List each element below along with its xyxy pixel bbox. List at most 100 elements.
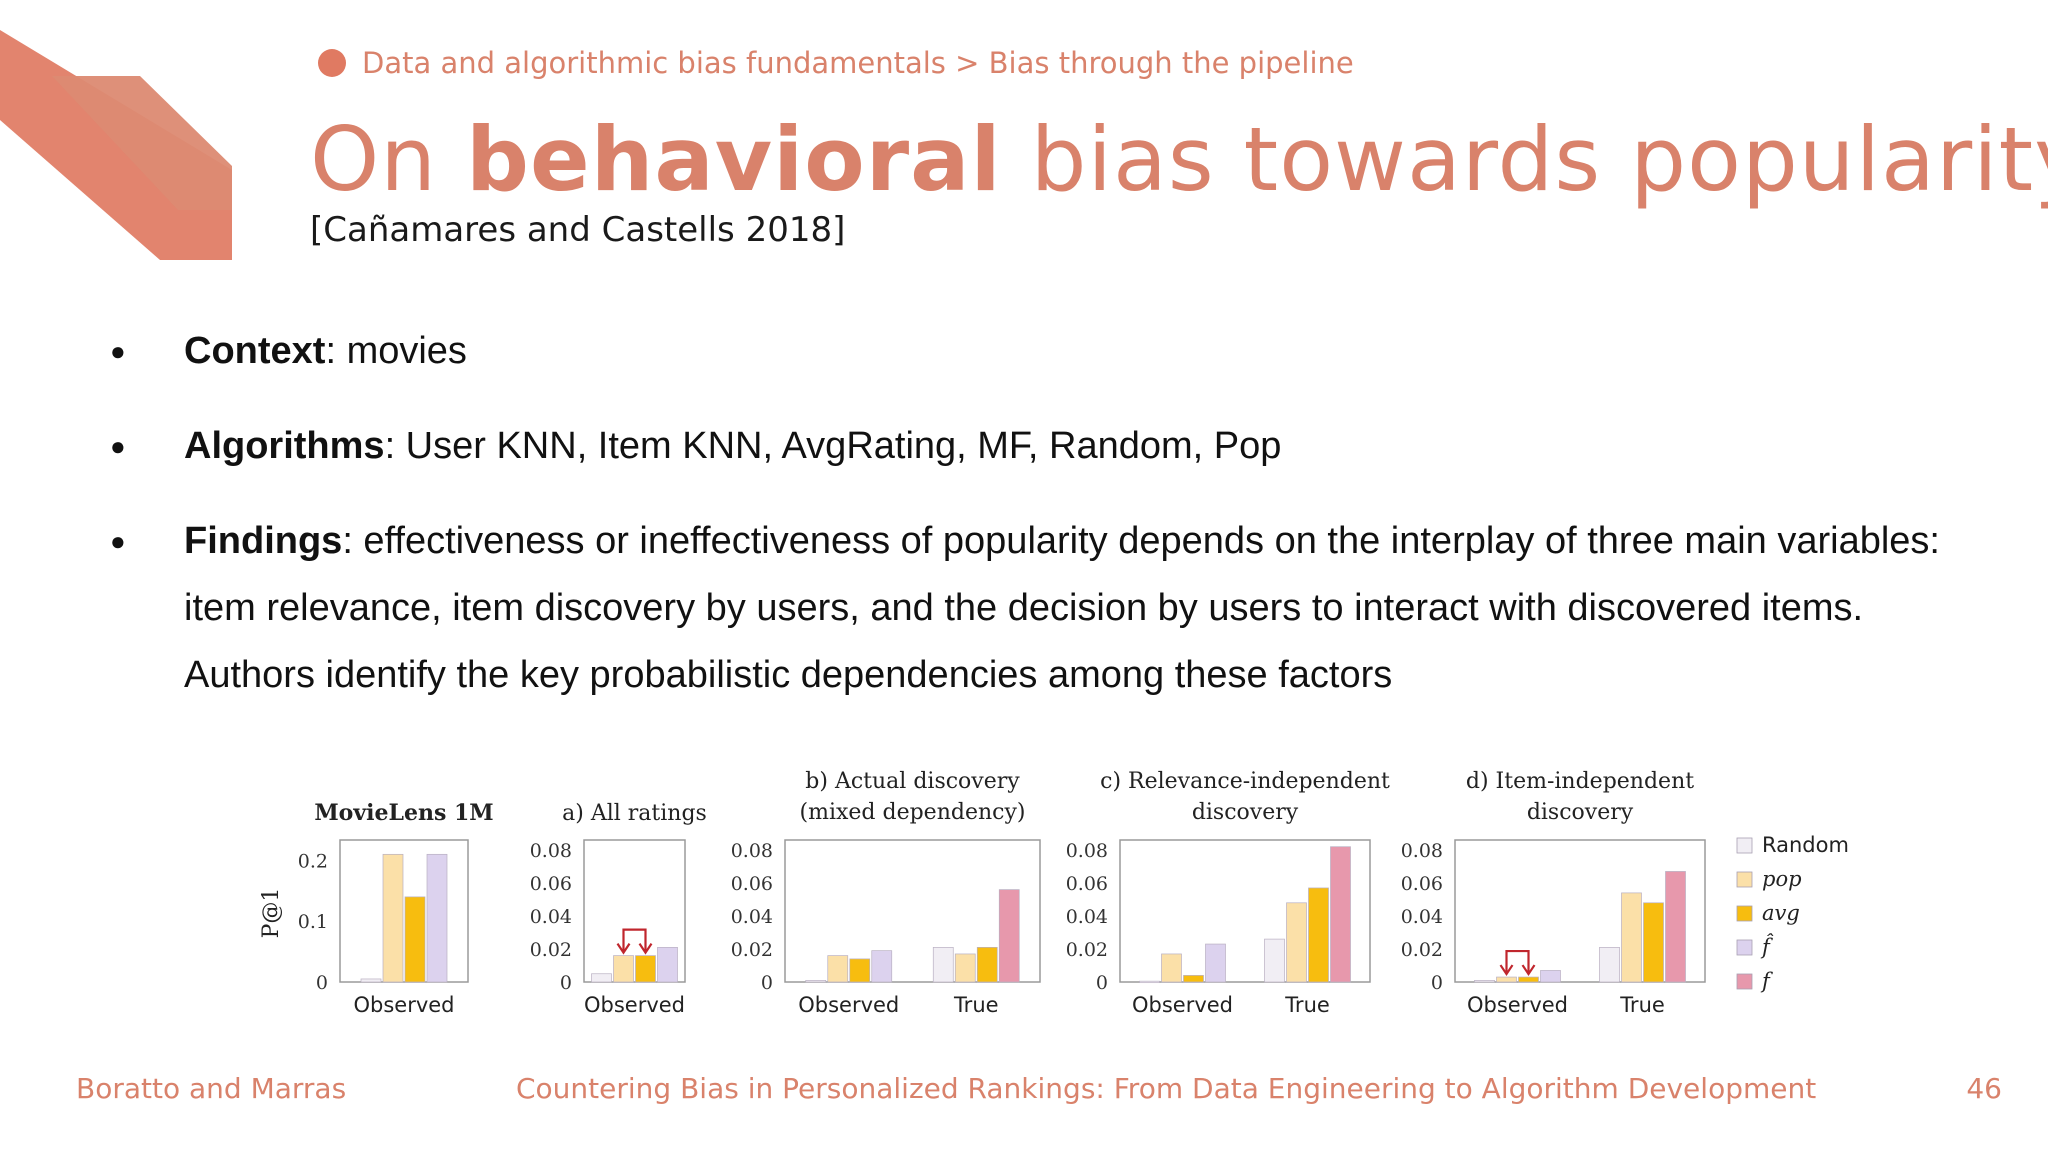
title-bold: behavioral: [466, 108, 1002, 211]
bar-random: [1139, 980, 1160, 984]
arrow-head: [638, 942, 653, 955]
bullet-findings: Findings: effectiveness or ineffectivene…: [110, 508, 1990, 709]
bar-pop: [613, 955, 634, 983]
bar-f-hat: [1540, 970, 1561, 983]
footer-authors: Boratto and Marras: [76, 1072, 347, 1105]
chart-title-line: b) Actual discovery: [805, 769, 1020, 794]
legend-label: f: [1760, 969, 1773, 993]
legend-label: avg: [1762, 901, 1800, 925]
bar-f: [1330, 846, 1351, 983]
bar-avg: [1643, 902, 1664, 983]
arrow-connector: [622, 928, 647, 952]
bar-avg: [635, 955, 656, 983]
bar-avg: [1518, 976, 1539, 983]
legend-label: f̂: [1760, 934, 1774, 959]
y-tick-label: 0.02: [530, 939, 572, 961]
legend-label: Random: [1762, 833, 1849, 857]
bar-pop: [827, 955, 849, 983]
bar-random: [1599, 947, 1620, 983]
y-tick-label: 0: [1431, 972, 1443, 994]
legend-swatch: [1736, 939, 1753, 956]
bar-avg: [1183, 975, 1204, 983]
y-tick-label: 0.1: [298, 911, 328, 933]
bar-pop: [954, 953, 976, 983]
y-tick-label: 0.08: [530, 840, 572, 862]
bullet-text: : User KNN, Item KNN, AvgRating, MF, Ran…: [384, 425, 1282, 467]
breadcrumb-text: Data and algorithmic bias fundamentals >…: [362, 46, 1354, 80]
bar-random: [591, 973, 612, 983]
corner-decoration: [0, 30, 232, 260]
legend-swatch: [1736, 905, 1753, 922]
legend-swatch: [1736, 871, 1753, 888]
y-axis-label: P@1: [259, 888, 284, 939]
bullet-term: Context: [184, 330, 326, 372]
y-tick-label: 0.02: [1066, 939, 1108, 961]
bullet-text: : movies: [325, 330, 467, 372]
bar-f: [998, 889, 1020, 983]
y-tick-label: 0.08: [1401, 840, 1443, 862]
bar-pop: [382, 853, 404, 983]
title-suffix: bias towards popularity: [1001, 108, 2048, 211]
y-tick-label: 0.08: [731, 840, 773, 862]
chart-title-line: discovery: [1192, 800, 1299, 825]
plot-frame: [784, 839, 1041, 983]
citation: [Cañamares and Castells 2018]: [310, 210, 846, 250]
y-tick-label: 0: [560, 972, 572, 994]
bar-avg: [404, 896, 426, 983]
legend-swatch: [1736, 973, 1753, 990]
y-tick-label: 0.2: [298, 850, 328, 872]
x-tick-label: Observed: [1467, 993, 1568, 1017]
x-tick-label: True: [953, 993, 999, 1017]
y-tick-label: 0.02: [1401, 939, 1443, 961]
x-tick-label: True: [1619, 993, 1665, 1017]
bar-f-hat: [657, 947, 678, 983]
arrow-head: [1499, 964, 1514, 977]
y-tick-label: 0.08: [1066, 840, 1108, 862]
breadcrumb: Data and algorithmic bias fundamentals >…: [318, 46, 1354, 80]
title-prefix: On: [310, 108, 467, 211]
y-tick-label: 0.06: [731, 873, 773, 895]
corner-stripe-right: [52, 76, 232, 255]
y-tick-label: 0.04: [1401, 906, 1443, 928]
arrow-head: [616, 942, 631, 955]
bullet-term: Algorithms: [184, 425, 385, 467]
bar-random: [805, 980, 827, 983]
results-figure: 0 0.1 0.2 MovieLens 1M P@1 Observed 0 0.02 0.04 0…: [259, 769, 1849, 1017]
chart-title-line: c) Relevance-independent: [1100, 769, 1390, 794]
chart-title: d) Item-independent discovery: [1466, 769, 1694, 825]
y-tick-label: 0.04: [731, 906, 773, 928]
y-tick-label: 0: [316, 972, 328, 994]
chart-title: c) Relevance-independent discovery: [1100, 769, 1390, 825]
bullet-term: Findings: [184, 520, 343, 562]
x-tick-label: True: [1284, 993, 1330, 1017]
plot-frame: [339, 839, 469, 983]
bullet-text: : effectiveness or ineffectiveness of po…: [184, 520, 1940, 696]
bar-pop: [1286, 902, 1307, 983]
bar-f-hat: [1205, 943, 1226, 983]
x-tick-label: Observed: [353, 993, 454, 1017]
x-tick-label: Observed: [1132, 993, 1233, 1017]
bar-avg: [1308, 887, 1329, 983]
page-number: 46: [1966, 1072, 2002, 1105]
bar-random: [360, 978, 382, 983]
footer-talk-title: Countering Bias in Personalized Rankings…: [516, 1072, 1817, 1105]
y-tick-label: 0.04: [530, 906, 572, 928]
bar-avg: [849, 958, 871, 983]
bar-f-hat: [871, 950, 893, 983]
bar-pop: [1621, 892, 1642, 983]
x-tick-label: Observed: [798, 993, 899, 1017]
bullet-algorithms: Algorithms: User KNN, Item KNN, AvgRatin…: [110, 413, 1990, 480]
bar-f-hat: [426, 853, 448, 983]
arrow-head: [1521, 964, 1536, 977]
breadcrumb-dot-icon: [318, 49, 346, 77]
bullet-context: Context: movies: [110, 318, 1990, 385]
y-tick-label: 0.02: [731, 939, 773, 961]
plot-frame: [1119, 839, 1371, 983]
bar-random: [1264, 938, 1285, 983]
legend-label: pop: [1762, 867, 1802, 891]
y-tick-label: 0.06: [1066, 873, 1108, 895]
y-tick-label: 0: [761, 972, 773, 994]
bar-pop: [1496, 976, 1517, 983]
chart-title: MovieLens 1M: [314, 800, 493, 826]
bar-f: [1665, 871, 1686, 983]
